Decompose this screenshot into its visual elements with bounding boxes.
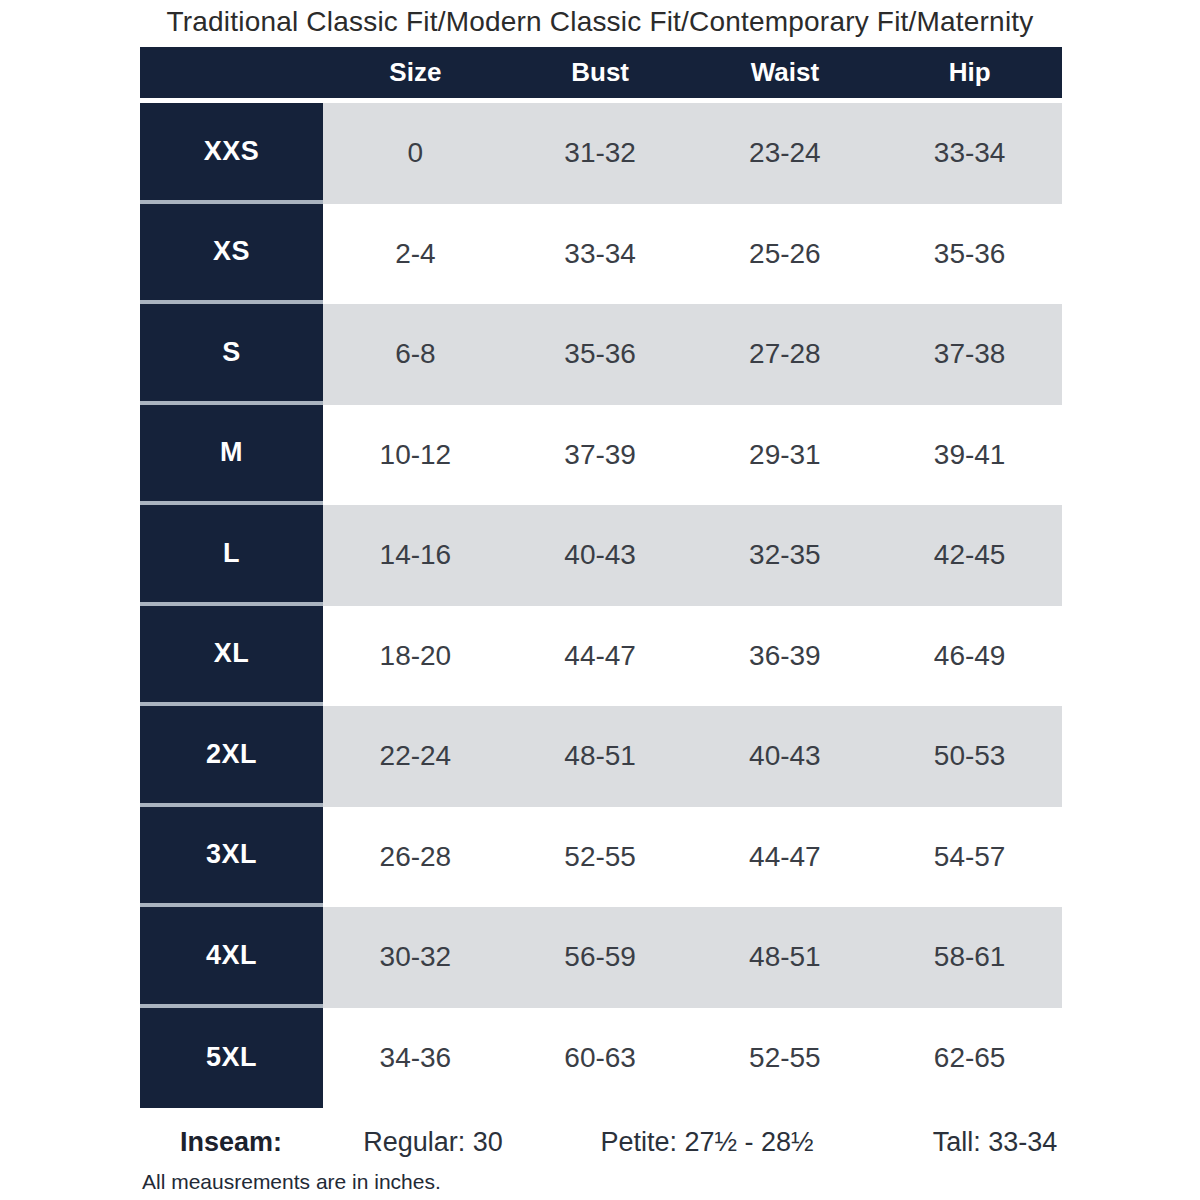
table-cell: 2-4 <box>323 204 508 305</box>
table-cell: 56-59 <box>508 907 693 1008</box>
table-cell: 36-39 <box>693 606 878 707</box>
inseam-row: Inseam: Regular: 30 Petite: 27½ - 28½ Ta… <box>140 1118 1062 1166</box>
table-cell: 18-20 <box>323 606 508 707</box>
table-cell: 42-45 <box>877 505 1062 606</box>
row-label: S <box>140 304 323 405</box>
row-label: 3XL <box>140 807 323 908</box>
table-cell: 46-49 <box>877 606 1062 707</box>
table-cell: 37-38 <box>877 304 1062 405</box>
inseam-tall-value: Tall: 33-34 <box>933 1127 1058 1158</box>
inseam-label: Inseam: <box>180 1127 282 1158</box>
table-cell: 35-36 <box>877 204 1062 305</box>
table-cell: 33-34 <box>508 204 693 305</box>
table-cell: 23-24 <box>693 103 878 204</box>
row-label: 5XL <box>140 1008 323 1109</box>
table-row: S6-835-3627-2837-38 <box>140 304 1062 405</box>
table-row: M10-1237-3929-3139-41 <box>140 405 1062 506</box>
table-cell: 40-43 <box>693 706 878 807</box>
table-row: XL18-2044-4736-3946-49 <box>140 606 1062 707</box>
table-cell: 44-47 <box>508 606 693 707</box>
column-header-hip: Hip <box>877 47 1062 98</box>
table-cell: 62-65 <box>877 1008 1062 1109</box>
table-cell: 52-55 <box>508 807 693 908</box>
size-chart-page: Traditional Classic Fit/Modern Classic F… <box>0 0 1200 1200</box>
table-cell: 52-55 <box>693 1008 878 1109</box>
table-cell: 25-26 <box>693 204 878 305</box>
table-cell: 37-39 <box>508 405 693 506</box>
table-cell: 26-28 <box>323 807 508 908</box>
row-label: 2XL <box>140 706 323 807</box>
inseam-petite-value: Petite: 27½ - 28½ <box>600 1127 813 1158</box>
table-row: 2XL22-2448-5140-4350-53 <box>140 706 1062 807</box>
table-cell: 48-51 <box>693 907 878 1008</box>
table-cell: 30-32 <box>323 907 508 1008</box>
table-cell: 39-41 <box>877 405 1062 506</box>
table-cell: 22-24 <box>323 706 508 807</box>
column-header-size: Size <box>323 47 508 98</box>
table-cell: 14-16 <box>323 505 508 606</box>
table-cell: 58-61 <box>877 907 1062 1008</box>
table-row: XXS031-3223-2433-34 <box>140 103 1062 204</box>
table-cell: 60-63 <box>508 1008 693 1109</box>
table-header-row: Size Bust Waist Hip <box>140 47 1062 98</box>
table-row: 3XL26-2852-5544-4754-57 <box>140 807 1062 908</box>
table-cell: 29-31 <box>693 405 878 506</box>
table-cell: 35-36 <box>508 304 693 405</box>
table-row: L14-1640-4332-3542-45 <box>140 505 1062 606</box>
column-header-waist: Waist <box>693 47 878 98</box>
table-row: 4XL30-3256-5948-5158-61 <box>140 907 1062 1008</box>
column-header-bust: Bust <box>508 47 693 98</box>
table-row: 5XL34-3660-6352-5562-65 <box>140 1008 1062 1109</box>
table-cell: 34-36 <box>323 1008 508 1109</box>
table-cell: 48-51 <box>508 706 693 807</box>
table-body: XXS031-3223-2433-34XS2-433-3425-2635-36S… <box>140 103 1062 1108</box>
inseam-regular-value: Regular: 30 <box>363 1127 503 1158</box>
row-label: XL <box>140 606 323 707</box>
table-cell: 6-8 <box>323 304 508 405</box>
table-cell: 40-43 <box>508 505 693 606</box>
table-cell: 0 <box>323 103 508 204</box>
row-label: 4XL <box>140 907 323 1008</box>
table-cell: 33-34 <box>877 103 1062 204</box>
table-cell: 10-12 <box>323 405 508 506</box>
table-header-corner <box>140 47 323 98</box>
table-cell: 44-47 <box>693 807 878 908</box>
table-cell: 31-32 <box>508 103 693 204</box>
measurements-note: All meausrements are in inches. <box>142 1170 441 1194</box>
row-label: XXS <box>140 103 323 204</box>
size-chart-table: Size Bust Waist Hip XXS031-3223-2433-34X… <box>140 47 1062 1108</box>
page-title: Traditional Classic Fit/Modern Classic F… <box>0 0 1200 44</box>
table-row: XS2-433-3425-2635-36 <box>140 204 1062 305</box>
table-cell: 32-35 <box>693 505 878 606</box>
row-label: L <box>140 505 323 606</box>
table-cell: 27-28 <box>693 304 878 405</box>
row-label: XS <box>140 204 323 305</box>
row-label: M <box>140 405 323 506</box>
table-cell: 54-57 <box>877 807 1062 908</box>
table-cell: 50-53 <box>877 706 1062 807</box>
